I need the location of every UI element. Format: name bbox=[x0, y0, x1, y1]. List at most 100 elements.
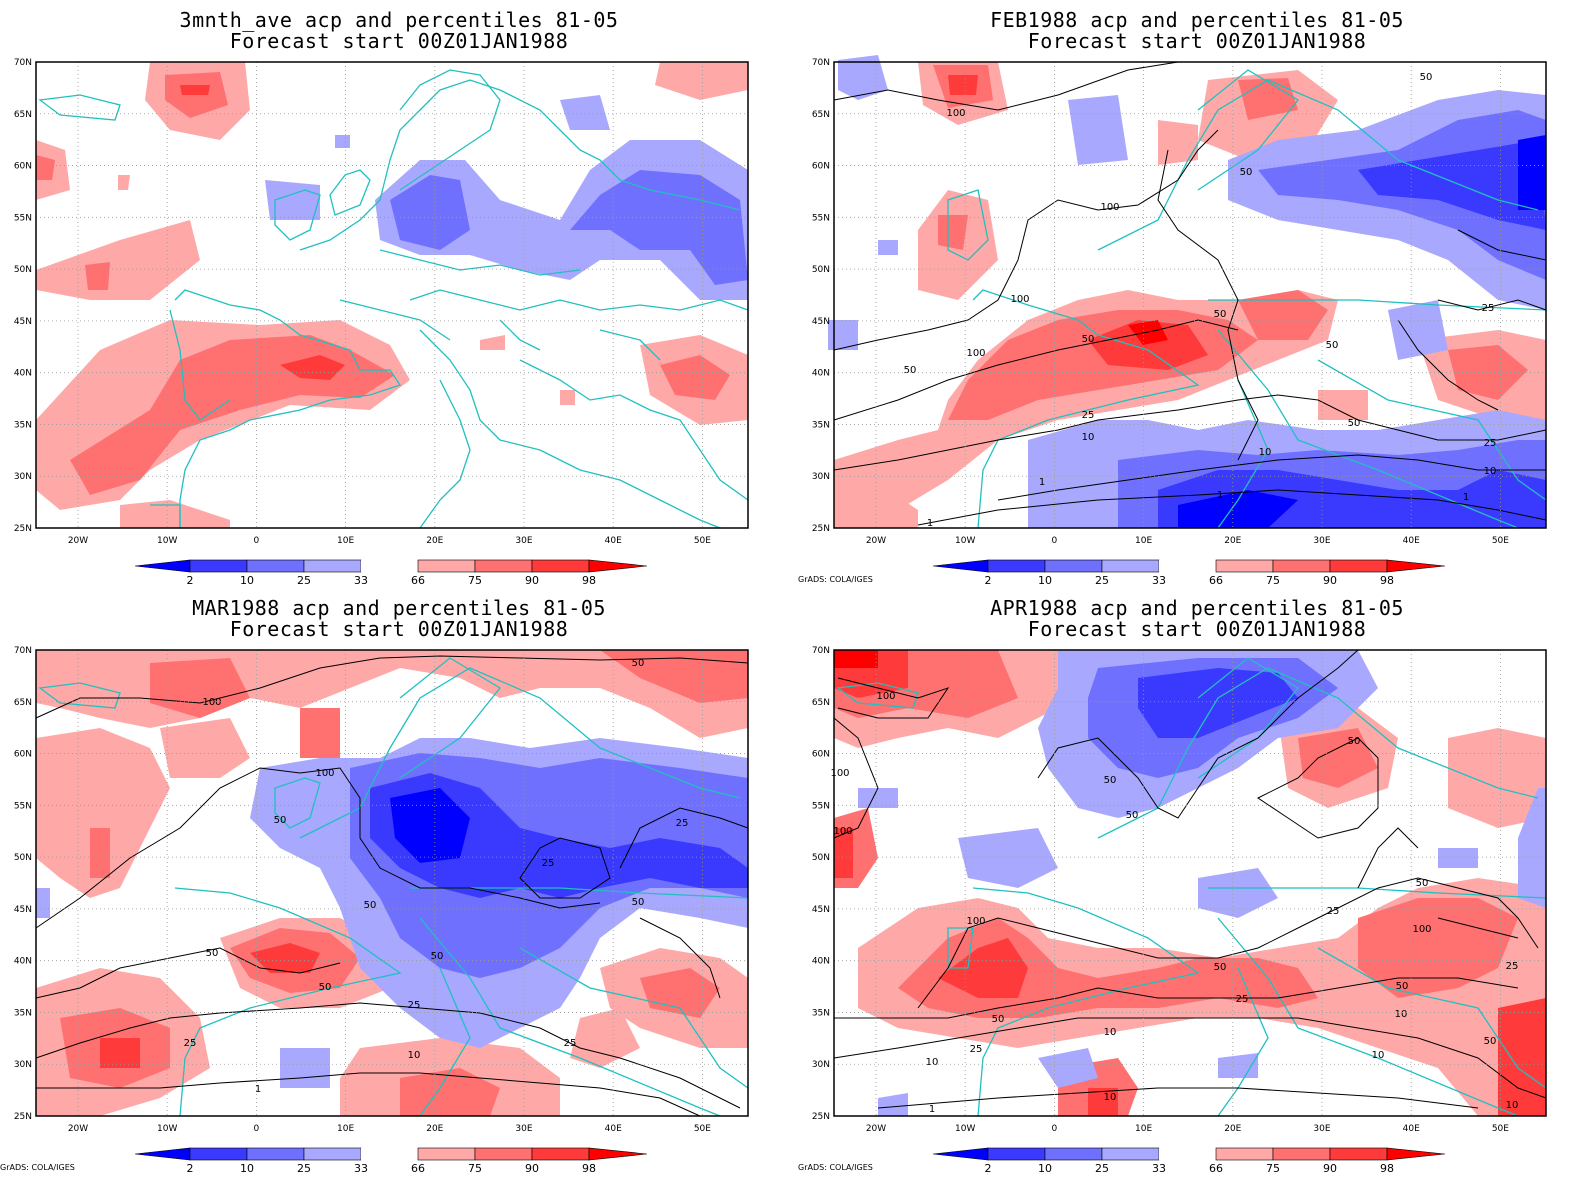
colorbar-arrow-left bbox=[932, 1147, 989, 1161]
lon-tick-label: 10W bbox=[157, 1124, 177, 1134]
lat-tick-label: 60N bbox=[812, 750, 830, 760]
contours bbox=[833, 61, 1547, 526]
lon-tick-label: 20W bbox=[866, 536, 886, 546]
colorbar-segment bbox=[417, 559, 476, 573]
colorbar-segment bbox=[987, 1147, 1046, 1161]
colorbar-segment bbox=[189, 559, 248, 573]
colorbar-label: 10 bbox=[240, 1162, 254, 1175]
lat-tick-label: 45N bbox=[812, 317, 830, 327]
contour-label: 50 bbox=[1082, 334, 1095, 345]
colorbar-arrow-right bbox=[1386, 559, 1446, 573]
colorbar-segment bbox=[303, 559, 362, 573]
colorbar-label: 75 bbox=[468, 1162, 482, 1175]
lon-tick-label: 0 bbox=[254, 1124, 260, 1134]
colorbar-label: 98 bbox=[582, 574, 596, 587]
lon-tick-label: 0 bbox=[254, 536, 260, 546]
contour-label: 50 bbox=[904, 365, 917, 376]
panel-mar1988: MAR1988 acp and percentiles 81-05 Foreca… bbox=[0, 588, 798, 1186]
contour-label: 100 bbox=[833, 826, 852, 837]
contour-label: 10 bbox=[1104, 1092, 1117, 1103]
grads-credit: GrADS: COLA/IGES bbox=[798, 575, 873, 584]
lat-tick-label: 60N bbox=[14, 162, 32, 172]
lon-tick-label: 10E bbox=[1135, 1124, 1152, 1134]
lat-tick-label: 50N bbox=[14, 265, 32, 275]
colorbar-label: 98 bbox=[582, 1162, 596, 1175]
panel-apr1988: APR1988 acp and percentiles 81-05 Foreca… bbox=[798, 588, 1596, 1186]
contour-label: 50 bbox=[1348, 418, 1361, 429]
lon-tick-label: 30E bbox=[515, 1124, 532, 1134]
lat-tick-label: 35N bbox=[812, 420, 830, 430]
lon-tick-label: 50E bbox=[694, 1124, 711, 1134]
colorbar-label: 2 bbox=[187, 574, 194, 587]
lat-tick-label: 40N bbox=[14, 957, 32, 967]
colorbar-segment bbox=[189, 1147, 248, 1161]
colorbar-label: 2 bbox=[187, 1162, 194, 1175]
lat-tick-label: 60N bbox=[812, 162, 830, 172]
colorbar-segment bbox=[1272, 1147, 1331, 1161]
grads-credit: GrADS: COLA/IGES bbox=[798, 1163, 873, 1172]
lat-tick-label: 30N bbox=[14, 472, 32, 482]
contour-label: 50 bbox=[1104, 775, 1117, 786]
contour-labels: 50 100 100 50 25 25 50 50 50 50 25 50 10… bbox=[184, 658, 689, 1095]
colorbar-segment bbox=[1329, 559, 1388, 573]
colorbar-label: 98 bbox=[1380, 1162, 1394, 1175]
contour-label: 25 bbox=[1082, 410, 1095, 421]
lat-tick-label: 70N bbox=[14, 58, 32, 68]
colorbar-segment bbox=[246, 559, 305, 573]
contour-label: 100 bbox=[315, 768, 334, 779]
map-plot: 100 100 100 50 50 50 100 50 100 25 25 50… bbox=[798, 646, 1547, 1175]
colorbar-segment bbox=[1215, 559, 1274, 573]
lon-tick-label: 20W bbox=[68, 1124, 88, 1134]
lon-tick-label: 30E bbox=[1313, 536, 1330, 546]
contour-label: 1 bbox=[1039, 477, 1045, 488]
colorbar-label: 66 bbox=[411, 574, 425, 587]
colorbar-label: 66 bbox=[411, 1162, 425, 1175]
colorbar-label: 33 bbox=[1152, 1162, 1166, 1175]
lon-tick-label: 20W bbox=[866, 1124, 886, 1134]
contour-label: 25 bbox=[1484, 438, 1497, 449]
map-plot: 70N 65N 60N 55N 50N 45N 40N 35N 30N 25N 20W 10W 0 10E… bbox=[14, 58, 749, 587]
colorbar-arrow-right bbox=[1386, 1147, 1446, 1161]
contour-label: 1 bbox=[927, 518, 933, 529]
lon-tick-label: 10W bbox=[955, 536, 975, 546]
contour-label: 100 bbox=[830, 768, 849, 779]
colorbar-arrow-left bbox=[134, 559, 191, 573]
colorbar-segment bbox=[531, 559, 590, 573]
lat-tick-label: 50N bbox=[14, 853, 32, 863]
colorbar-label: 90 bbox=[525, 1162, 539, 1175]
contour-label: 50 bbox=[632, 897, 645, 908]
lon-tick-label: 50E bbox=[1492, 1124, 1509, 1134]
contour-label: 100 bbox=[202, 697, 221, 708]
colorbar-arrow-left bbox=[932, 559, 989, 573]
colorbar-segment bbox=[1272, 559, 1331, 573]
contour-label: 100 bbox=[966, 916, 985, 927]
colorbar-segment bbox=[1329, 1147, 1388, 1161]
lat-tick-label: 65N bbox=[14, 110, 32, 120]
lat-tick-label: 25N bbox=[812, 1112, 830, 1122]
colorbar-segment bbox=[1044, 559, 1103, 573]
colorbar-label: 2 bbox=[985, 574, 992, 587]
colorbar-label: 25 bbox=[297, 574, 311, 587]
contour-label: 25 bbox=[542, 858, 555, 869]
colorbar-segment bbox=[246, 1147, 305, 1161]
contour-label: 25 bbox=[676, 818, 689, 829]
lat-tick-label: 50N bbox=[812, 853, 830, 863]
colorbar-label: 33 bbox=[354, 1162, 368, 1175]
colorbar-label: 98 bbox=[1380, 574, 1394, 587]
lon-tick-label: 40E bbox=[1403, 536, 1420, 546]
lat-tick-label: 55N bbox=[14, 801, 32, 811]
colorbar-segment bbox=[531, 1147, 590, 1161]
colorbar-label: 75 bbox=[468, 574, 482, 587]
contour-label: 100 bbox=[1100, 202, 1119, 213]
lat-tick-label: 65N bbox=[14, 698, 32, 708]
map-plot: 50 100 100 50 25 25 50 50 50 50 25 50 10… bbox=[0, 646, 749, 1175]
contour-label: 1 bbox=[929, 1104, 935, 1115]
colorbar-label: 90 bbox=[1323, 574, 1337, 587]
contour-label: 50 bbox=[1420, 72, 1433, 83]
grads-credit: GrADS: COLA/IGES bbox=[0, 1163, 75, 1172]
colorbar-arrow-right bbox=[588, 559, 648, 573]
contour-label: 25 bbox=[184, 1038, 197, 1049]
contour-label: 25 bbox=[1327, 906, 1340, 917]
lon-tick-label: 20E bbox=[1224, 1124, 1241, 1134]
lat-tick-label: 40N bbox=[14, 369, 32, 379]
